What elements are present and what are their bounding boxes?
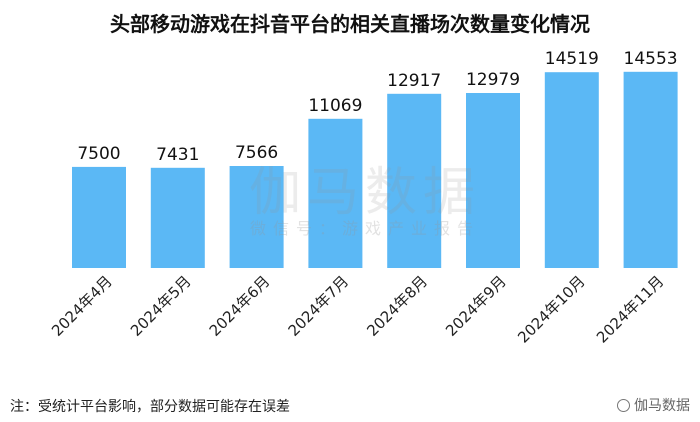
bar-4 <box>308 118 363 268</box>
weibo-watermark-text: 伽马数据 <box>634 398 690 414</box>
x-tick-label-2: 2024年5月 <box>127 272 195 340</box>
chart-title: 头部移动游戏在抖音平台的相关直播场次数量变化情况 <box>110 12 590 36</box>
bar-3 <box>229 166 284 268</box>
x-tick-label-7: 2024年10月 <box>514 272 588 346</box>
data-label-1: 7500 <box>77 144 120 164</box>
data-label-8: 14553 <box>624 49 678 69</box>
bar-2 <box>150 167 205 268</box>
data-label-7: 14519 <box>545 49 599 69</box>
x-tick-label-1: 2024年4月 <box>48 272 116 340</box>
x-tick-label-3: 2024年6月 <box>206 272 274 340</box>
data-label-5: 12917 <box>387 71 441 91</box>
x-tick-label-6: 2024年9月 <box>442 272 510 340</box>
bar-8 <box>623 71 678 268</box>
x-tick-label-8: 2024年11月 <box>593 272 667 346</box>
data-label-4: 11069 <box>308 96 362 116</box>
data-label-2: 7431 <box>156 145 199 165</box>
weibo-icon <box>617 399 630 412</box>
data-label-3: 7566 <box>235 143 278 163</box>
x-tick-label-5: 2024年8月 <box>363 272 431 340</box>
x-tick-label-4: 2024年7月 <box>285 272 353 340</box>
bar-6 <box>466 93 520 268</box>
bar-5 <box>387 93 442 268</box>
weibo-watermark: 伽马数据 <box>617 395 690 415</box>
bar-7 <box>544 72 599 268</box>
footnote: 注：受统计平台影响，部分数据可能存在误差 <box>10 399 290 415</box>
data-label-6: 12979 <box>466 70 520 90</box>
bar-1 <box>72 166 126 268</box>
